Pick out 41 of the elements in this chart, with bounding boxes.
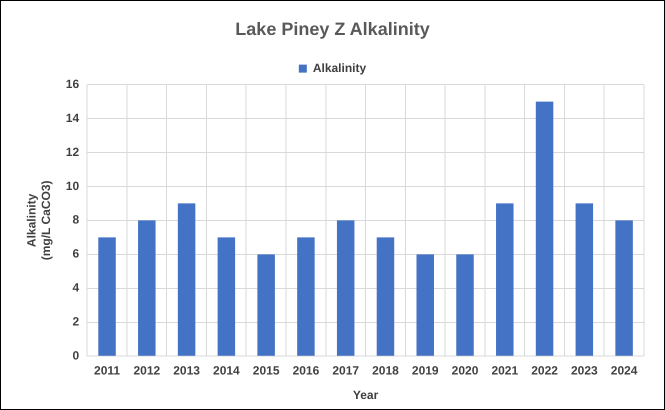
x-tick-label: 2021 xyxy=(491,364,518,378)
y-tick-label: 4 xyxy=(72,280,80,295)
bar xyxy=(138,220,156,356)
bar xyxy=(615,220,633,356)
x-tick-label: 2013 xyxy=(173,364,200,378)
y-axis-title: Alkalinity (mg/L CaCO3) xyxy=(24,180,53,260)
y-tick-label: 10 xyxy=(66,178,80,193)
bar xyxy=(496,203,514,356)
y-tick-label: 8 xyxy=(72,212,80,227)
chart-title: Lake Piney Z Alkalinity xyxy=(235,18,430,39)
x-tick-label: 2011 xyxy=(94,364,120,378)
bar xyxy=(297,237,315,356)
bar xyxy=(376,237,394,356)
x-tick-label: 2024 xyxy=(610,364,638,378)
bar xyxy=(336,220,354,356)
y-tick-label: 2 xyxy=(72,314,80,329)
y-tick-label: 14 xyxy=(66,110,80,125)
bar xyxy=(98,237,116,356)
x-tick-label: 2023 xyxy=(570,364,598,378)
x-tick-label: 2019 xyxy=(412,364,439,378)
bar xyxy=(218,237,236,356)
bar xyxy=(456,254,474,356)
x-tick-label: 2014 xyxy=(213,364,240,378)
y-tick-label: 12 xyxy=(66,144,80,159)
x-tick-label: 2016 xyxy=(292,364,320,378)
x-tick-label: 2020 xyxy=(452,364,479,378)
x-tick-label: 2015 xyxy=(252,364,280,378)
bar xyxy=(178,203,196,356)
y-tick-label: 16 xyxy=(66,76,80,91)
x-tick-label: 2017 xyxy=(332,364,360,378)
y-tick-label: 6 xyxy=(72,246,80,261)
x-axis-title: Year xyxy=(352,388,379,402)
x-tick-label: 2022 xyxy=(531,364,558,378)
bar xyxy=(536,102,554,356)
legend-label: Alkalinity xyxy=(312,60,366,75)
x-tick-label: 2018 xyxy=(372,364,400,378)
bar xyxy=(576,203,594,356)
y-tick-label: 0 xyxy=(72,348,80,363)
bar xyxy=(257,254,275,356)
bar xyxy=(416,254,434,356)
x-tick-label: 2012 xyxy=(133,364,160,378)
